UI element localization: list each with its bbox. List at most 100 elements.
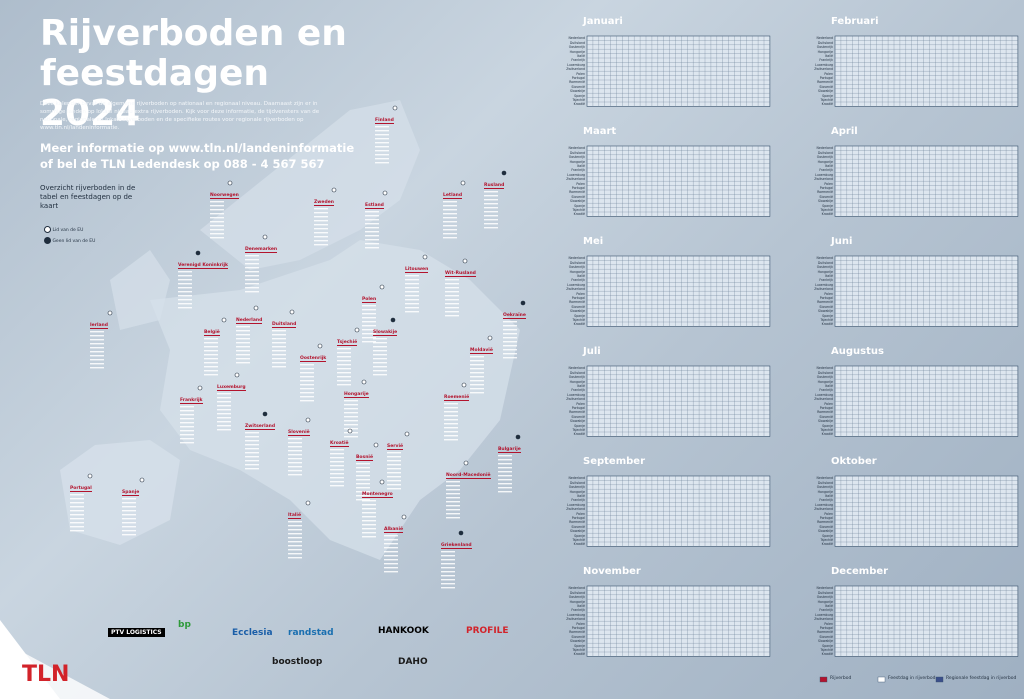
holiday-line [300, 396, 314, 398]
holiday-line [484, 227, 498, 229]
row-label: Roemenië [569, 80, 585, 85]
holiday-line [300, 400, 314, 402]
holiday-line [272, 366, 286, 368]
country-label: Griekenland [441, 543, 472, 549]
row-label: Italië [825, 163, 833, 168]
holiday-line [373, 338, 387, 340]
month-title: December [831, 566, 889, 577]
row-label: Frankrijk [571, 388, 585, 393]
row-label: Oostenrijk [816, 45, 833, 50]
row-label: Tsjechië [572, 537, 585, 542]
holiday-line [405, 303, 419, 305]
holiday-line [178, 275, 192, 277]
legend-swatch [935, 676, 944, 683]
row-label: Italië [577, 493, 585, 498]
row-label: Spanje [822, 313, 833, 318]
holiday-line [387, 468, 401, 470]
country-label: Litouwen [405, 267, 429, 273]
holiday-line [443, 229, 457, 231]
holiday-line [375, 150, 389, 152]
row-label: Nederland [816, 476, 833, 481]
holiday-line [180, 426, 194, 428]
holiday-line [288, 541, 302, 543]
row-label: Zwitserland [566, 507, 585, 512]
holiday-line [443, 225, 457, 227]
sponsor-logo: PTV LOGISTICS [108, 628, 165, 637]
holiday-line [356, 499, 370, 501]
row-label: Italië [825, 383, 833, 388]
country-dot [379, 284, 385, 290]
row-label: Tsjechië [820, 427, 833, 432]
row-label: Duitsland [569, 590, 585, 595]
holiday-line [387, 460, 401, 462]
row-label: Nederland [568, 256, 585, 261]
holiday-line [362, 309, 376, 311]
holiday-line [70, 530, 84, 532]
row-label: Nederland [568, 146, 585, 151]
row-label: Zwitserland [566, 287, 585, 292]
holiday-line [288, 533, 302, 535]
holiday-line [375, 130, 389, 132]
country-label: Estland [365, 203, 384, 209]
row-label: Kroatië [573, 212, 585, 217]
holiday-line [445, 295, 459, 297]
holiday-line [446, 517, 460, 519]
holiday-line [445, 311, 459, 313]
row-label: Slowakije [818, 639, 833, 644]
row-label: Polen [824, 621, 833, 626]
row-label: Italië [577, 163, 585, 168]
holiday-line [314, 212, 328, 214]
row-label: Kroatië [821, 212, 833, 217]
holiday-line [122, 526, 136, 528]
holiday-line [217, 409, 231, 411]
holiday-line [70, 510, 84, 512]
country-dot [139, 477, 145, 483]
holiday-line [344, 436, 358, 438]
month-title: Mei [583, 236, 604, 247]
holiday-line [384, 567, 398, 569]
country-dot [422, 254, 428, 260]
holiday-line [362, 305, 376, 307]
holiday-line [362, 341, 376, 343]
holiday-line [503, 325, 517, 327]
holiday-line [446, 497, 460, 499]
holiday-line [484, 203, 498, 205]
holiday-line [300, 372, 314, 374]
country-label: Frankrijk [180, 398, 203, 404]
holiday-line [387, 488, 401, 490]
holiday-line [373, 362, 387, 364]
holiday-line [314, 236, 328, 238]
holiday-line [503, 321, 517, 323]
holiday-line [337, 380, 351, 382]
legend-text: Lid van de EU [52, 228, 84, 233]
holiday-line [288, 545, 302, 547]
row-label: Duitsland [569, 370, 585, 375]
holiday-line [344, 416, 358, 418]
holiday-line [441, 583, 455, 585]
holiday-line [503, 329, 517, 331]
holiday-line [365, 211, 379, 213]
row-label: Polen [824, 181, 833, 186]
country-label: Finland [375, 118, 394, 124]
row-label: Oostenrijk [568, 485, 585, 490]
holiday-line [245, 259, 259, 261]
legend-label: Rijverbod [830, 676, 852, 681]
country-label: Tsjechië [337, 340, 358, 346]
holiday-line [337, 368, 351, 370]
row-label: Polen [576, 181, 585, 186]
country-label: Hongarije [344, 392, 369, 398]
holiday-line [330, 461, 344, 463]
country-label: Kroatië [330, 441, 349, 447]
row-label: Slovenië [571, 414, 585, 419]
sponsor-logo: boostloop [272, 657, 323, 667]
holiday-line [300, 392, 314, 394]
row-label: Hongarije [569, 159, 585, 164]
holiday-line [236, 350, 250, 352]
row-label: Spanje [822, 203, 833, 208]
holiday-line [484, 199, 498, 201]
holiday-line [288, 529, 302, 531]
row-label: Nederland [816, 146, 833, 151]
row-label: Frankrijk [571, 498, 585, 503]
country-label: Slovenië [288, 430, 310, 436]
row-label: Slowakije [818, 309, 833, 314]
